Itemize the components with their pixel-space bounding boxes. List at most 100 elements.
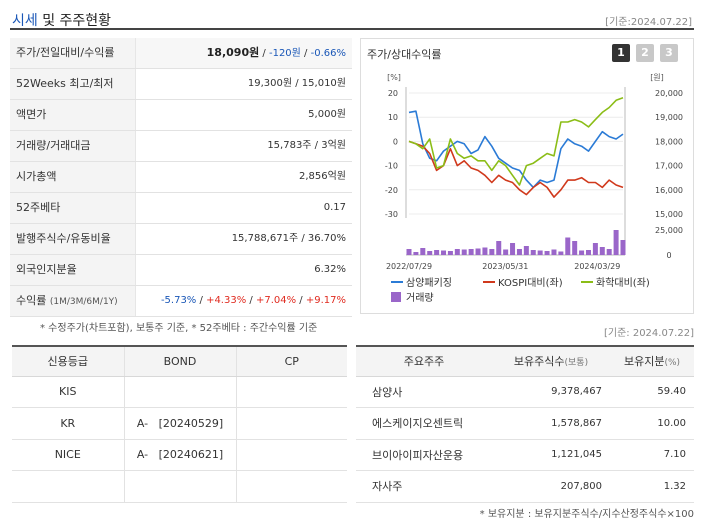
bond-cell	[123, 470, 236, 503]
x-axis-tick: 2024/03/29	[574, 262, 620, 271]
quote-row-price: 주가/전일대비/수익률 18,090원 / -120원 / -0.66%	[10, 38, 352, 69]
legend-label: 화학대비(좌)	[596, 277, 650, 289]
right-axis-tick: 17,000	[655, 162, 683, 171]
legend-label: 삼양패키징	[406, 277, 452, 289]
quote-label: 액면가	[10, 100, 136, 130]
stake-header: 보유지분	[623, 355, 665, 369]
quote-note: * 수정주가(차트포함), 보통주 기준, * 52주베타 : 주간수익률 기준	[40, 323, 318, 334]
column-header: 보유주식수(보통)	[492, 346, 610, 377]
agency-cell: KIS	[12, 376, 124, 408]
volume-bar	[482, 247, 488, 255]
volume-bar	[427, 251, 433, 255]
volume-bar	[558, 251, 564, 255]
column-header: 주요주주	[356, 346, 492, 377]
table-row	[12, 470, 347, 503]
quote-value: 15,783주 / 3억원	[267, 140, 346, 151]
bond-cell	[123, 376, 236, 408]
legend-swatch	[391, 292, 401, 302]
quote-row-shares: 발행주식수/유동비율 15,788,671주 / 36.70%	[10, 224, 352, 255]
credit-rating-table: 신용등급 BOND CP KIS KR A- [20240529] NICE A…	[12, 345, 347, 503]
quote-value: -5.73% / +4.33% / +7.04% / +9.17%	[160, 295, 346, 306]
volume-bar	[441, 250, 447, 255]
right-axis-tick: 15,000	[655, 210, 683, 219]
quote-value: 18,090원 / -120원 / -0.66%	[206, 46, 346, 59]
section-header: 시세 및 주주현황 [기준:2024.07.22]	[10, 8, 694, 30]
volume-bar	[579, 250, 585, 255]
cp-cell	[235, 376, 347, 408]
volume-bar	[606, 249, 612, 255]
volume-bar	[516, 249, 522, 255]
volume-bar	[537, 250, 543, 255]
right-axis-tick: 18,000	[655, 137, 683, 146]
volume-bar	[475, 248, 481, 255]
volume-bar	[503, 249, 509, 255]
series-line	[408, 110, 624, 189]
cp-cell	[235, 470, 347, 503]
series-line	[408, 97, 624, 186]
agency-cell: NICE	[12, 439, 124, 471]
left-axis-tick: 0	[393, 137, 398, 146]
chart-tab-1[interactable]: 1	[612, 44, 630, 62]
holder-shares: 207,800	[492, 470, 610, 503]
return-1y: +9.17%	[305, 295, 346, 306]
quote-row-marketcap: 시가총액 2,856억원	[10, 162, 352, 193]
holders-note: * 보유지분 : 보유지분주식수/지수산정주식수×100	[479, 509, 694, 520]
volume-bar	[592, 243, 598, 255]
legend-label: 거래량	[406, 292, 434, 304]
right-axis-tick: 20,000	[655, 89, 683, 98]
right-axis-tick: 19,000	[655, 113, 683, 122]
quote-value: 2,856억원	[298, 171, 346, 182]
holder-name: 브이아이피자산운용	[356, 439, 492, 471]
agency-cell	[12, 470, 124, 503]
bond-cell: A- [20240529]	[123, 407, 236, 440]
quote-label: 수익률 (1M/3M/6M/1Y)	[10, 286, 136, 316]
volume-bar	[523, 246, 529, 255]
x-axis-tick: 2022/07/29	[386, 262, 432, 271]
chart-tab-2[interactable]: 2	[636, 44, 654, 62]
quote-value: 5,000원	[308, 109, 346, 120]
holder-stake: 1.32	[610, 470, 694, 503]
left-axis-tick: -10	[385, 162, 398, 171]
x-axis-tick: 2023/05/31	[482, 262, 528, 271]
volume-bar	[544, 251, 550, 255]
table-row: NICE A- [20240621]	[12, 439, 347, 471]
holder-shares: 1,121,045	[492, 439, 610, 471]
volume-bar	[620, 240, 626, 255]
section-title: 시세 및 주주현황	[12, 10, 111, 30]
left-axis-tick: -20	[385, 186, 398, 195]
holder-shares: 9,378,467	[492, 376, 610, 408]
quote-label: 52Weeks 최고/최저	[10, 69, 136, 99]
quote-label: 52주베타	[10, 193, 136, 223]
quote-label: 거래량/거래대금	[10, 131, 136, 161]
quote-table: 주가/전일대비/수익률 18,090원 / -120원 / -0.66% 52W…	[10, 38, 352, 317]
volume-bar	[468, 249, 474, 255]
return-1m: -5.73%	[160, 295, 197, 306]
price-value: 18,090원	[206, 46, 260, 59]
section-title-rest: 및 주주현황	[37, 13, 112, 29]
holder-name: 삼양사	[356, 376, 492, 408]
holder-shares: 1,578,867	[492, 407, 610, 440]
chart-tab-3[interactable]: 3	[660, 44, 678, 62]
volume-bar	[454, 249, 460, 255]
volume-axis-tick: 0	[666, 251, 671, 260]
change-value: -120원	[268, 48, 301, 59]
volume-bar	[565, 237, 571, 255]
agency-cell: KR	[12, 407, 124, 440]
left-axis-tick: 10	[388, 113, 398, 122]
quote-label: 발행주식수/유동비율	[10, 224, 136, 254]
shareholders-table: 주요주주 보유주식수(보통) 보유지분(%) 삼양사 9,378,467 59.…	[356, 345, 694, 503]
quote-row-foreign: 외국인지분율 6.32%	[10, 255, 352, 286]
holder-stake: 10.00	[610, 407, 694, 440]
volume-bar	[572, 241, 578, 255]
left-axis-unit: [%]	[387, 73, 401, 82]
quote-row-beta: 52주베타 0.17	[10, 193, 352, 224]
quote-value: 19,300원 / 15,010원	[247, 78, 346, 89]
volume-bar	[599, 247, 605, 255]
table-header-row: 신용등급 BOND CP	[12, 346, 347, 377]
cp-cell	[235, 407, 347, 440]
quote-row-par: 액면가 5,000원	[10, 100, 352, 131]
chart-title: 주가/상대수익률	[367, 48, 442, 61]
volume-bar	[510, 243, 516, 255]
quote-value: 6.32%	[314, 264, 346, 275]
right-axis-tick: 16,000	[655, 186, 683, 195]
